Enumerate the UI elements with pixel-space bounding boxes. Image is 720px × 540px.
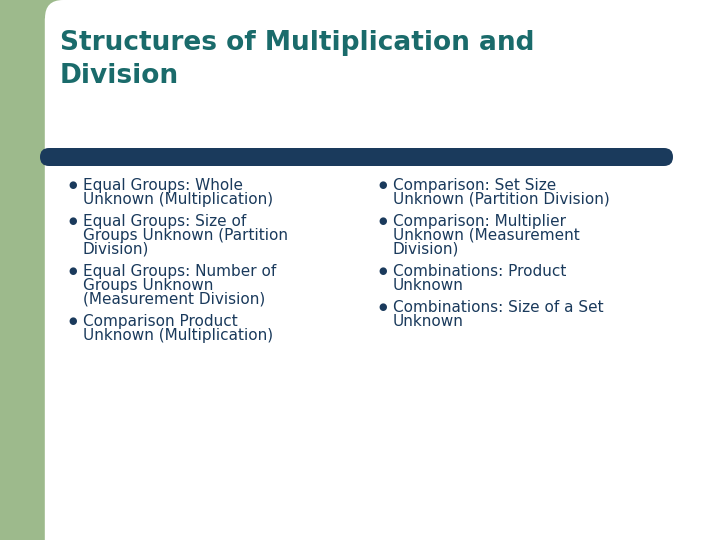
Text: Unknown: Unknown: [393, 278, 464, 293]
Text: ●: ●: [378, 180, 387, 190]
Text: ●: ●: [68, 316, 76, 326]
Text: ●: ●: [378, 302, 387, 312]
Text: Equal Groups: Size of: Equal Groups: Size of: [83, 214, 246, 229]
FancyBboxPatch shape: [40, 148, 673, 166]
Bar: [45, 18, 63, 540]
Text: Combinations: Size of a Set: Combinations: Size of a Set: [393, 300, 603, 315]
Text: ●: ●: [378, 216, 387, 226]
Text: Unknown (Multiplication): Unknown (Multiplication): [83, 192, 273, 207]
Text: Combinations: Product: Combinations: Product: [393, 264, 567, 279]
Bar: [0, 0, 45, 540]
Text: Division): Division): [83, 242, 149, 257]
Text: Unknown (Measurement: Unknown (Measurement: [393, 228, 580, 243]
Text: Division): Division): [393, 242, 459, 257]
Text: Comparison Product: Comparison Product: [83, 314, 238, 329]
Text: Unknown (Partition Division): Unknown (Partition Division): [393, 192, 610, 207]
Text: ●: ●: [68, 216, 76, 226]
FancyBboxPatch shape: [45, 0, 720, 540]
Text: Structures of Multiplication and
Division: Structures of Multiplication and Divisio…: [60, 30, 534, 89]
Text: ●: ●: [68, 266, 76, 276]
Text: Equal Groups: Number of: Equal Groups: Number of: [83, 264, 276, 279]
Text: (Measurement Division): (Measurement Division): [83, 292, 265, 307]
Text: Comparison: Multiplier: Comparison: Multiplier: [393, 214, 566, 229]
Text: Equal Groups: Whole: Equal Groups: Whole: [83, 178, 243, 193]
Text: ●: ●: [68, 180, 76, 190]
Text: Groups Unknown (Partition: Groups Unknown (Partition: [83, 228, 288, 243]
Text: Unknown: Unknown: [393, 314, 464, 329]
Text: Groups Unknown: Groups Unknown: [83, 278, 213, 293]
Bar: [0, 0, 210, 95]
Text: Unknown (Multiplication): Unknown (Multiplication): [83, 328, 273, 343]
Bar: [63, 0, 720, 18]
Text: ●: ●: [378, 266, 387, 276]
Text: Comparison: Set Size: Comparison: Set Size: [393, 178, 557, 193]
